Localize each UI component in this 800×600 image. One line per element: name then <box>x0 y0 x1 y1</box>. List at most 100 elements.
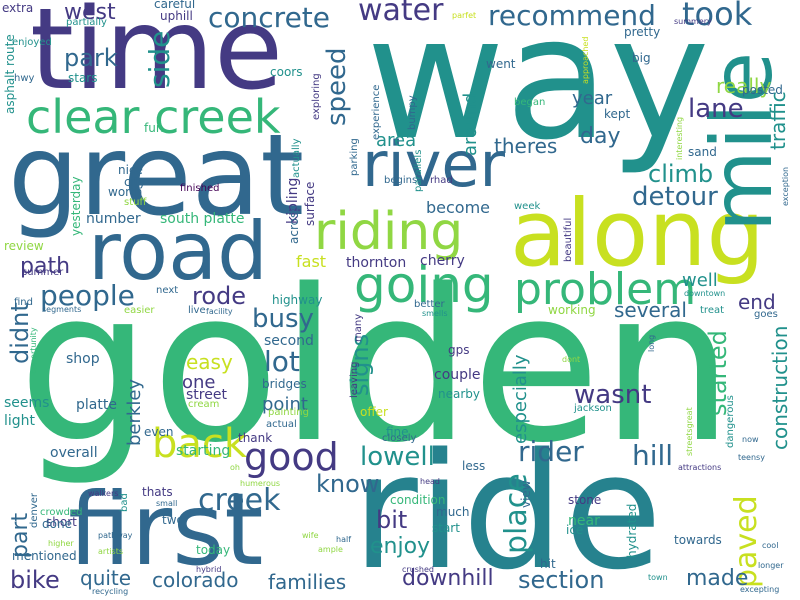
word: town <box>648 573 668 582</box>
word: construction <box>768 325 792 450</box>
word: rhad <box>430 175 453 186</box>
word: less <box>462 459 486 473</box>
word: treat <box>700 305 725 316</box>
word: began <box>514 97 546 108</box>
word: stone <box>568 493 602 507</box>
word: hill <box>632 439 674 472</box>
word: rode <box>192 282 247 310</box>
word: excepting <box>740 585 780 594</box>
word: busy <box>252 304 314 334</box>
word: posted <box>742 83 783 97</box>
word: bridges <box>262 377 307 391</box>
word: thornton <box>346 255 407 271</box>
word: week <box>514 201 541 212</box>
word: climb <box>648 160 714 188</box>
word: closely <box>382 433 417 444</box>
word: interesting <box>675 116 684 160</box>
word: stars <box>68 71 98 85</box>
word: city <box>124 175 146 189</box>
word: wasnt <box>574 380 652 410</box>
word: way <box>366 0 710 178</box>
word: downtown <box>684 289 726 298</box>
word: recommend <box>488 0 656 32</box>
word: thank <box>238 431 273 445</box>
word: offer <box>360 405 388 419</box>
word: first <box>68 471 264 588</box>
word: start <box>432 521 460 535</box>
word: year <box>572 88 613 109</box>
word: long <box>647 334 656 352</box>
word: bike <box>10 566 60 594</box>
word: actual <box>266 419 297 430</box>
word: cool <box>762 541 779 550</box>
word: smells <box>422 309 448 318</box>
word: partially <box>66 17 107 28</box>
word: fine <box>386 425 409 439</box>
word: now <box>742 435 759 444</box>
word: exception <box>781 166 790 206</box>
word: parking <box>349 138 360 176</box>
word: well <box>682 270 718 291</box>
word: across <box>287 205 301 244</box>
word: dangerous <box>725 395 736 448</box>
word: around <box>460 92 481 156</box>
word: easy <box>186 350 233 374</box>
word: surface <box>303 181 317 226</box>
word: humerous <box>240 479 281 488</box>
word: several <box>614 298 687 322</box>
word: crowded <box>40 507 83 518</box>
word: cream <box>188 399 220 410</box>
word: done <box>42 517 72 531</box>
word: fun <box>144 121 164 135</box>
word: near <box>568 513 600 529</box>
word: exploring <box>311 73 322 120</box>
word: detour <box>632 182 718 212</box>
word: lowell <box>360 442 435 472</box>
word: approached <box>581 36 590 84</box>
word: section <box>518 566 605 594</box>
word: know <box>316 470 380 498</box>
word: lot <box>264 345 300 378</box>
word: find <box>14 297 33 308</box>
word: berkley <box>124 378 145 446</box>
word: higher <box>48 539 74 548</box>
word: speed <box>322 47 352 126</box>
word: better <box>414 299 445 310</box>
word: lane <box>688 94 744 124</box>
word: longer <box>758 561 784 570</box>
word: ride <box>352 418 663 600</box>
word: time <box>30 0 284 115</box>
word: uphill <box>160 9 193 23</box>
word: bumpy <box>407 95 418 130</box>
word: road <box>88 205 268 298</box>
word: oh <box>230 463 240 472</box>
word: west <box>64 0 116 25</box>
word: short <box>46 515 77 529</box>
word: painting <box>268 407 309 418</box>
word: hit <box>540 557 556 571</box>
word: extra <box>2 1 34 15</box>
word: today <box>196 543 231 557</box>
word: shop <box>66 351 100 367</box>
word: people <box>40 279 135 312</box>
word: walkers <box>88 489 119 498</box>
word: facility <box>206 307 233 316</box>
word: day <box>580 124 621 149</box>
word: number <box>86 211 141 227</box>
word: theres <box>494 134 558 158</box>
word: streetsgreat <box>685 407 694 456</box>
word: towards <box>674 533 722 547</box>
word: worth <box>108 185 143 199</box>
word: even <box>144 425 174 439</box>
word: families <box>268 570 347 594</box>
word: finished <box>180 183 220 194</box>
word: quite <box>80 566 132 590</box>
word: summery <box>674 17 712 26</box>
word: enjoyed <box>12 37 52 48</box>
word: really <box>716 74 772 98</box>
word: clear creek <box>26 90 281 144</box>
word: going <box>354 256 494 314</box>
word: dont <box>562 355 581 364</box>
word: downhill <box>402 566 494 591</box>
word: begins <box>384 175 418 186</box>
